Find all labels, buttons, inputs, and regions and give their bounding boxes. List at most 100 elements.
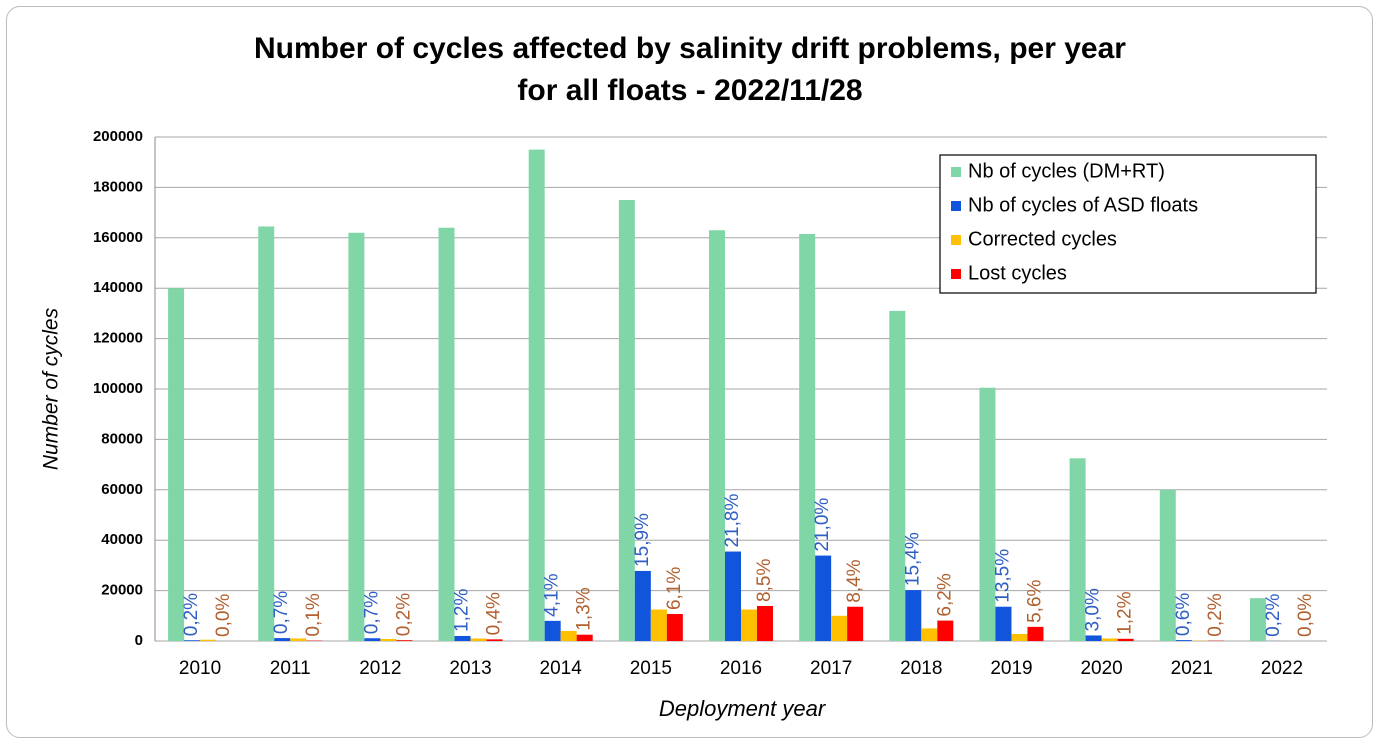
bar	[921, 628, 938, 641]
bar	[666, 614, 683, 641]
bar	[438, 227, 455, 641]
legend-swatch	[951, 269, 961, 279]
x-tick-label: 2012	[359, 658, 401, 679]
bar	[290, 638, 307, 641]
x-tick-label: 2013	[449, 658, 491, 679]
x-tick-label: 2018	[900, 658, 942, 679]
data-label: 0,1%	[303, 593, 324, 636]
data-label: 0,4%	[484, 592, 505, 635]
y-tick-label: 60000	[101, 481, 143, 498]
data-label: 1,3%	[574, 587, 595, 630]
bar	[995, 606, 1012, 641]
bar	[454, 635, 471, 641]
bar	[634, 570, 651, 641]
y-tick-label: 40000	[101, 531, 143, 548]
bar	[725, 551, 741, 641]
bar	[905, 590, 922, 641]
data-label: 5,6%	[1024, 579, 1045, 622]
x-tick-label: 2014	[540, 658, 583, 679]
x-tick-label: 2020	[1080, 658, 1122, 679]
bar	[1175, 640, 1192, 641]
y-tick-label: 80000	[101, 430, 143, 447]
bar	[1101, 638, 1118, 641]
x-tick-label: 2021	[1171, 658, 1213, 679]
bar	[396, 640, 413, 641]
data-label: 4,1%	[542, 573, 563, 616]
bar	[348, 232, 365, 641]
data-label: 1,2%	[452, 589, 473, 632]
y-tick-label: 180000	[93, 178, 143, 195]
data-label: 1,2%	[1115, 591, 1136, 634]
bar	[815, 555, 832, 641]
bar	[544, 620, 561, 641]
bar	[799, 234, 816, 641]
y-tick-label: 0	[135, 632, 143, 649]
data-label: 8,4%	[844, 559, 865, 602]
bar	[560, 630, 577, 641]
bar	[757, 605, 773, 641]
legend-swatch	[951, 167, 961, 177]
x-tick-label: 2019	[990, 658, 1032, 679]
data-label: 0,2%	[181, 593, 202, 636]
bar	[380, 638, 397, 641]
legend-label: Lost cycles	[968, 262, 1067, 284]
y-tick-label: 160000	[93, 229, 143, 246]
x-axis-label: Deployment year	[659, 696, 827, 721]
bar	[486, 639, 503, 641]
legend-swatch	[951, 201, 961, 211]
data-label: 21,0%	[812, 498, 833, 552]
bar	[831, 615, 848, 641]
bar	[184, 640, 201, 641]
legend-swatch	[951, 235, 961, 245]
bar	[650, 609, 667, 641]
data-label: 6,1%	[664, 567, 685, 610]
data-label: 0,2%	[1263, 594, 1284, 637]
chart-title: for all floats - 2022/11/28	[517, 74, 862, 107]
data-label: 3,0%	[1083, 588, 1104, 631]
data-label: 0,2%	[1205, 593, 1226, 636]
chart-title: Number of cycles affected by salinity dr…	[254, 32, 1126, 65]
legend-box	[939, 154, 1317, 294]
x-tick-label: 2017	[810, 658, 852, 679]
data-label: 0,6%	[1173, 593, 1194, 636]
bar	[618, 200, 635, 641]
bar	[1069, 458, 1086, 641]
bar	[1159, 489, 1176, 641]
bar	[979, 387, 996, 641]
bar	[364, 638, 381, 641]
bar	[200, 639, 217, 641]
data-label: 13,5%	[992, 549, 1013, 603]
data-label: 0,0%	[1295, 594, 1316, 637]
bar	[576, 634, 593, 641]
bar	[709, 230, 725, 642]
bar	[741, 609, 757, 641]
data-label: 15,4%	[902, 532, 923, 586]
data-label: 0,7%	[271, 591, 292, 634]
legend-label: Nb of cycles (DM+RT)	[968, 160, 1165, 182]
bar	[1027, 626, 1044, 641]
data-label: 0,7%	[361, 591, 382, 634]
y-tick-label: 20000	[101, 582, 143, 599]
x-tick-label: 2015	[630, 658, 672, 679]
bar	[528, 149, 545, 641]
x-tick-label: 2022	[1261, 658, 1303, 679]
y-tick-label: 120000	[93, 330, 143, 347]
bar	[1085, 635, 1102, 641]
x-tick-label: 2010	[179, 658, 221, 679]
bar	[168, 288, 185, 641]
y-tick-label: 100000	[93, 380, 143, 397]
bar	[847, 606, 864, 641]
bar	[1249, 598, 1266, 641]
x-tick-label: 2016	[720, 658, 762, 679]
bar	[1011, 633, 1028, 641]
y-axis-label: Number of cycles	[40, 307, 63, 470]
bar	[937, 620, 954, 641]
data-label: 8,5%	[754, 559, 775, 602]
frame	[6, 6, 1373, 738]
x-tick-label: 2011	[270, 658, 311, 679]
y-tick-label: 140000	[93, 279, 143, 296]
legend-label: Corrected cycles	[968, 228, 1117, 250]
bar	[274, 638, 291, 641]
